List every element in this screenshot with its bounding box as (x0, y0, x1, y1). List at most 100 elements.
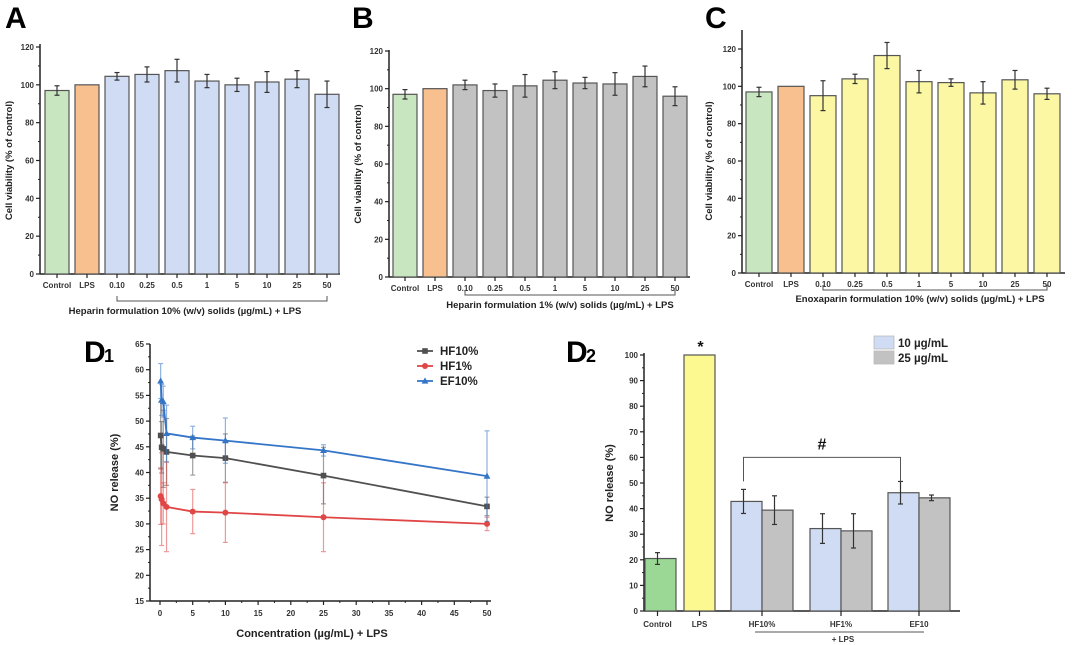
bar-25 (1001, 79, 1029, 274)
data-point (222, 437, 229, 444)
concentration-bracket (464, 290, 676, 296)
y-tick-label: 20 (374, 235, 383, 244)
y-tick-label: 100 (370, 85, 384, 94)
data-point (483, 472, 491, 479)
bar-HF10%-25 µg/mL (761, 509, 794, 612)
x-tick-label: 0 (158, 609, 163, 618)
y-tick-label: 65 (135, 340, 144, 349)
bar-25 (284, 78, 310, 275)
panel-label: C (705, 2, 727, 35)
x-tick-label: HF10% (749, 620, 776, 629)
x-tick-label: 5 (235, 281, 240, 290)
panel-label: B (352, 2, 374, 35)
x-tick-label: 0.25 (847, 280, 863, 289)
x-tick-label: 10 (611, 284, 620, 293)
y-tick-label: 20 (629, 556, 638, 565)
data-point (320, 514, 327, 521)
y-tick-label: 120 (370, 47, 384, 56)
y-tick-label: 35 (135, 494, 144, 503)
y-tick-label: 80 (25, 119, 34, 128)
y-tick-label: 80 (629, 402, 638, 411)
x-axis-title: Concentration (µg/mL) + LPS (236, 628, 387, 640)
x-tick-label: 35 (384, 609, 393, 618)
x-tick-label: Control (745, 280, 773, 289)
bar-0.5 (873, 54, 901, 274)
panel-label: D (566, 336, 588, 369)
legend-marker (421, 377, 429, 384)
bar-EF10-10 µg/mL (887, 492, 920, 612)
y-axis-title: Cell viability (% of control) (704, 101, 715, 220)
x-axis-title: Enoxaparin formulation 10% (w/v) solids … (795, 294, 1044, 305)
y-tick-label: 30 (629, 530, 638, 539)
y-tick-label: 70 (629, 428, 638, 437)
x-tick-label: Control (391, 284, 419, 293)
y-axis-title: Cell viability (% of control) (353, 104, 364, 223)
lps-group-label: + LPS (832, 635, 855, 644)
y-tick-label: 25 (135, 546, 144, 555)
panel-sublabel: 1 (104, 346, 114, 366)
y-tick-label: 40 (629, 505, 638, 514)
x-tick-label: 5 (190, 609, 195, 618)
x-axis-title: Heparin formulation 1% (w/v) solids (µg/… (446, 300, 673, 311)
data-point (484, 520, 490, 527)
y-tick-label: 55 (135, 391, 144, 400)
data-point (189, 452, 196, 459)
data-point (222, 509, 229, 516)
y-tick-label: 0 (732, 269, 737, 278)
bar-10 (602, 83, 628, 278)
bar-HF1%-10 µg/mL (809, 527, 842, 612)
data-point (320, 472, 327, 479)
y-tick-label: 100 (723, 82, 737, 91)
x-tick-label: 0.10 (109, 281, 125, 290)
bar-50 (314, 93, 340, 275)
panel-b: B 0 20 40 60 80 100 120 Cell viability (% of con… (352, 2, 690, 311)
bar-0.25 (134, 73, 160, 275)
data-point (157, 377, 165, 384)
x-tick-label: 0.5 (519, 284, 531, 293)
y-tick-label: 30 (135, 520, 144, 529)
x-tick-label: 1 (553, 284, 558, 293)
significance-star: * (697, 339, 704, 356)
legend-swatch (873, 350, 895, 365)
x-tick-label: 0.25 (139, 281, 155, 290)
bar-5 (937, 81, 965, 274)
significance-bracket (743, 456, 901, 482)
y-axis-title: NO release (%) (109, 433, 121, 511)
bar-0.10 (104, 75, 130, 275)
bar-50 (1033, 93, 1061, 274)
x-tick-label: 10 (979, 280, 988, 289)
x-tick-label: EF10 (909, 620, 929, 629)
data-point (163, 503, 170, 510)
bar-5 (572, 82, 598, 278)
y-tick-label: 40 (135, 469, 144, 478)
legend-label: HF1% (440, 361, 472, 373)
y-tick-label: 120 (21, 43, 35, 52)
panel-c: C 0 20 40 60 80 100 120 Cell viability (% of con… (704, 2, 1065, 305)
y-tick-label: 60 (25, 157, 34, 166)
y-axis-title: NO release (%) (604, 444, 616, 522)
y-tick-label: 20 (727, 232, 736, 241)
x-tick-label: LPS (79, 281, 95, 290)
x-tick-label: 0.5 (881, 280, 893, 289)
y-tick-label: 0 (634, 607, 639, 616)
y-tick-label: 40 (727, 194, 736, 203)
panel-a: A 0 20 40 60 80 100 120 Cell viability (% of con… (4, 2, 340, 317)
y-tick-label: 20 (25, 232, 34, 241)
y-tick-label: 10 (629, 581, 638, 590)
y-tick-label: 20 (135, 571, 144, 580)
legend-marker (422, 363, 428, 369)
x-tick-label: 25 (1011, 280, 1020, 289)
x-tick-label: 15 (254, 609, 263, 618)
concentration-bracket (822, 285, 1048, 291)
bar-LPS (777, 85, 805, 274)
x-tick-label: 25 (293, 281, 302, 290)
bar-0.10 (809, 95, 837, 274)
panel-sublabel: 2 (586, 346, 596, 366)
data-point (163, 429, 170, 437)
y-tick-label: 50 (135, 417, 144, 426)
y-tick-label: 0 (379, 273, 384, 282)
y-tick-label: 80 (727, 120, 736, 129)
x-tick-label: 45 (450, 609, 459, 618)
bar-1 (905, 81, 933, 274)
